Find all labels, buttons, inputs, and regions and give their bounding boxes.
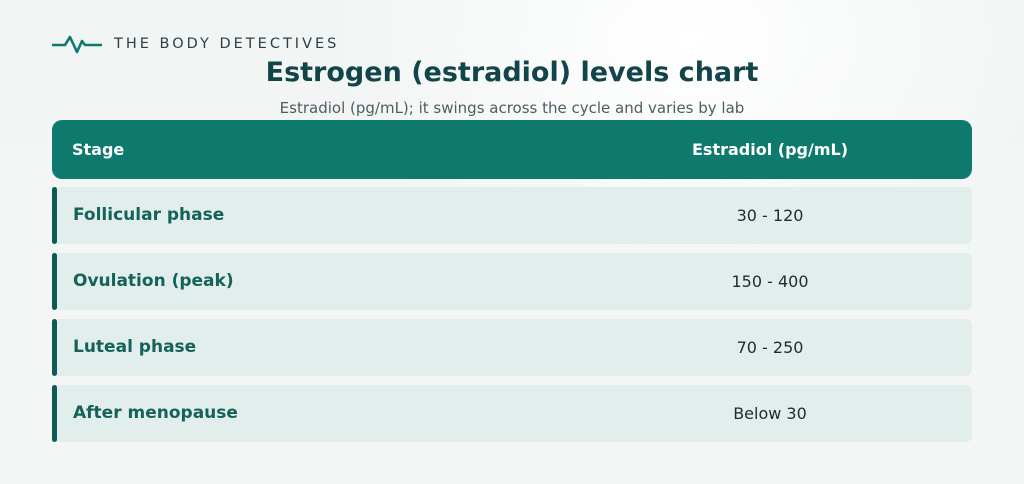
row-stage-label: Ovulation (peak): [73, 271, 234, 291]
row-estradiol-value: 30 - 120: [736, 206, 804, 225]
brand-logo: THE BODY DETECTIVES: [52, 33, 339, 55]
column-header-stage: Stage: [72, 140, 125, 159]
page-subtitle: Estradiol (pg/mL); it swings across the …: [279, 99, 745, 117]
brand-name: THE BODY DETECTIVES: [114, 36, 340, 52]
column-header-estradiol: Estradiol (pg/mL): [691, 140, 848, 159]
page-title: Estrogen (estradiol) levels chart: [265, 57, 759, 88]
row-accent-bar: [52, 253, 57, 310]
row-stage-label: Follicular phase: [73, 205, 225, 225]
row-estradiol-value: 70 - 250: [736, 338, 804, 357]
row-estradiol-value: Below 30: [733, 404, 807, 423]
row-stage-label: After menopause: [73, 403, 238, 423]
table-row: After menopause Below 30: [52, 385, 972, 442]
heartbeat-line-icon: [52, 35, 102, 54]
table-row: Ovulation (peak) 150 - 400: [52, 253, 972, 310]
row-estradiol-value: 150 - 400: [731, 272, 809, 291]
table-row: Luteal phase 70 - 250: [52, 319, 972, 376]
table-body: Follicular phase 30 - 120 Ovulation (pea…: [52, 187, 972, 451]
row-accent-bar: [52, 319, 57, 376]
row-accent-bar: [52, 385, 57, 442]
table-header: Stage Estradiol (pg/mL): [52, 120, 972, 179]
row-accent-bar: [52, 187, 57, 244]
table-row: Follicular phase 30 - 120: [52, 187, 972, 244]
row-stage-label: Luteal phase: [73, 337, 197, 357]
